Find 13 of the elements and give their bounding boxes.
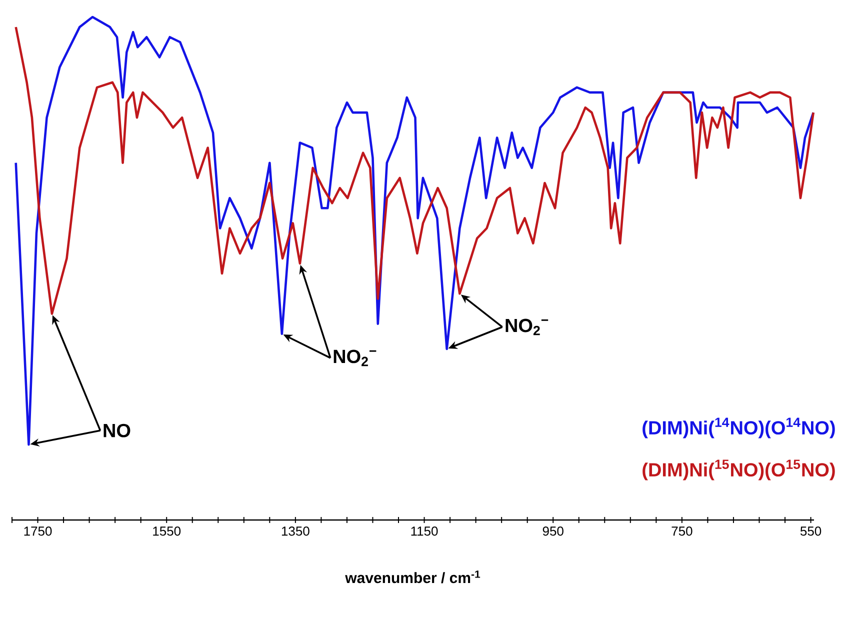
text: (DIM)Ni($^{15}$NO)(O$^{15}$NO) — [642, 460, 835, 480]
x-tick-label: 1550 — [153, 526, 181, 536]
x-tick-label: 550 — [800, 526, 822, 536]
x-tick-label: 1150 — [411, 526, 438, 536]
annotation: NO — [104, 424, 130, 438]
x-tick-label: 950 — [542, 526, 564, 536]
x-tick-label: 750 — [672, 526, 692, 536]
x-axis-title: wavenumber / cm$^{-1}$ — [345, 570, 480, 584]
x-tick-label: 1750 — [24, 526, 52, 536]
annotation: NO$_{2}$− — [506, 318, 548, 336]
x-tick-label: 1350 — [282, 526, 310, 536]
text: (DIM)Ni($^{14}$NO)(O$^{14}$NO) — [642, 418, 835, 438]
annotation: NO$_{2}$− — [334, 350, 376, 366]
